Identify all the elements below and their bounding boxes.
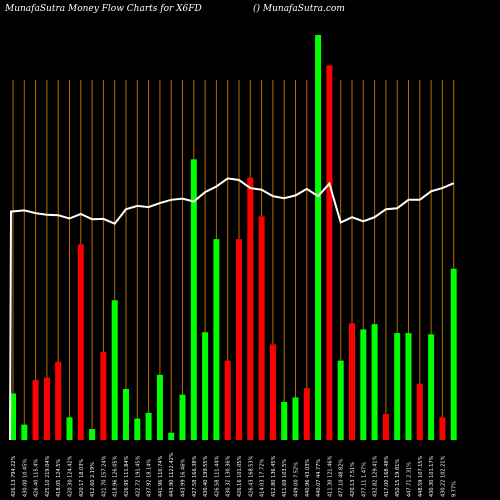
money-flow-bar: [134, 418, 141, 440]
x-tick-label: 448.59 107.15%: [418, 455, 424, 497]
money-flow-bar: [326, 65, 333, 440]
money-flow-bar: [77, 244, 84, 440]
money-flow-bar: [89, 429, 96, 440]
x-tick-label: 421.70 157.24%: [101, 455, 107, 497]
x-tick-label: 430.22 102.21%: [440, 455, 446, 497]
money-flow-bar: [224, 360, 231, 440]
chart-title: MunafaSutra Money Flow Charts for X6FD: [5, 4, 202, 14]
x-tick-label: 420.17 18.03%: [79, 459, 85, 497]
x-tick-label: 441.96 110.74%: [158, 455, 164, 497]
x-tick-label: 427.58 166.38%: [192, 455, 198, 497]
money-flow-bar: [123, 388, 129, 440]
bar-series: [10, 35, 457, 440]
money-flow-bar: [190, 159, 197, 440]
money-flow-bar: [416, 383, 423, 440]
money-flow-bar: [292, 397, 299, 440]
x-tick-label: 9.77%: [452, 481, 458, 497]
x-tick-label: 440.96 43.03%: [305, 459, 311, 497]
x-tick-label: 420.30 124.42%: [68, 455, 74, 497]
x-tick-label: 426.40 115.4%: [34, 459, 40, 497]
money-flow-bar: [100, 352, 107, 440]
money-flow-bar: [156, 374, 163, 440]
money-flow-bar: [202, 332, 209, 440]
money-flow-bar: [111, 300, 118, 440]
site-credit: () MunafaSutra.com: [253, 4, 345, 14]
money-flow-bar: [360, 329, 367, 440]
x-tick-label: 411.30 121.46%: [327, 455, 333, 497]
money-flow-bar: [10, 393, 16, 440]
money-flow-bar: [337, 360, 344, 440]
money-flow-bar: [281, 401, 288, 440]
x-tick-label: 443.90 1122.42%: [169, 452, 175, 497]
x-tick-label: 422.72 191.45%: [135, 455, 141, 497]
x-tick-label: 426.58 111.44%: [214, 455, 220, 497]
money-flow-bar: [32, 380, 39, 440]
money-flow-bar: [428, 334, 435, 440]
x-tick-label: 426.95 111.84%: [124, 455, 130, 497]
money-flow-bar: [213, 239, 220, 440]
money-flow-bar: [247, 177, 254, 440]
money-flow-bar: [394, 333, 401, 440]
x-tick-label: 412.60 2.19%: [90, 462, 96, 497]
x-tick-label: 450.15 19.81%: [395, 459, 401, 497]
x-tick-label: 417.00 168.48%: [384, 455, 390, 497]
money-flow-bar: [145, 412, 152, 440]
x-tick-label: 447.71 2.31%: [407, 462, 413, 497]
money-flow-bar: [66, 417, 73, 440]
x-tick-label: 437.92 18.14%: [147, 459, 153, 497]
x-tick-label: 411.69 103.5%: [282, 459, 288, 497]
x-tick-label: 430.30 101.17%: [429, 455, 435, 497]
x-tick-label: 418.05 124.5%: [56, 459, 62, 497]
x-tick-label: 430.32 130.36%: [226, 455, 232, 497]
x-tick-label: 443.99 16.46%: [181, 459, 187, 497]
money-flow-bar: [382, 414, 389, 440]
x-tick-label: 440.07 44.77%: [316, 459, 322, 497]
x-tick-label: 477.11 1.47%: [361, 462, 367, 497]
x-tick-label: 420.13 7.51%: [350, 462, 356, 497]
x-tick-label: 426.43 168.53%: [248, 455, 254, 497]
x-tick-label: 430.40 199.55%: [203, 455, 209, 497]
money-flow-bar: [371, 324, 378, 440]
x-tick-label: 426.16 101.05%: [237, 455, 243, 497]
x-tick-labels: 426.13 794.22% 430.00 10.45% 426.40 115.4%…: [11, 452, 458, 497]
money-flow-bar: [43, 377, 50, 440]
money-flow-bar: [405, 333, 412, 440]
money-flow-bar: [269, 344, 276, 440]
x-tick-label: 412.80 136.45%: [271, 455, 277, 497]
money-flow-bar: [168, 432, 175, 440]
money-flow-bar: [315, 35, 322, 440]
money-flow-bar: [258, 216, 265, 440]
money-flow-bar: [450, 268, 457, 440]
x-tick-label: 430.00 10.45%: [22, 459, 28, 497]
x-tick-label: 426.13 794.22%: [11, 455, 17, 497]
x-tick-label: 477.10 48.82%: [339, 459, 345, 497]
money-flow-bar: [236, 239, 242, 440]
money-flow-bar: [303, 388, 310, 440]
x-tick-label: 418.96 126.05%: [113, 455, 119, 497]
x-tick-label: 432.82 129.41%: [373, 455, 379, 497]
money-flow-line: [9, 177, 455, 441]
money-flow-bar: [179, 394, 186, 440]
money-flow-bar: [349, 323, 355, 440]
x-tick-label: 425.10 219.04%: [45, 455, 51, 497]
money-flow-bar: [21, 424, 28, 440]
x-tick-label: 449.00 7.52%: [294, 462, 300, 497]
money-flow-bar: [55, 361, 62, 440]
money-flow-bar: [439, 417, 446, 440]
x-tick-label: 414.03 17.72%: [260, 459, 266, 497]
